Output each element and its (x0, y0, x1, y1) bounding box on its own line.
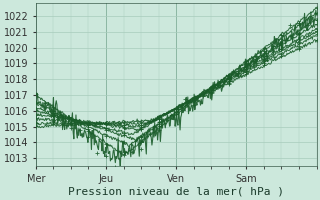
X-axis label: Pression niveau de la mer( hPa ): Pression niveau de la mer( hPa ) (68, 187, 284, 197)
